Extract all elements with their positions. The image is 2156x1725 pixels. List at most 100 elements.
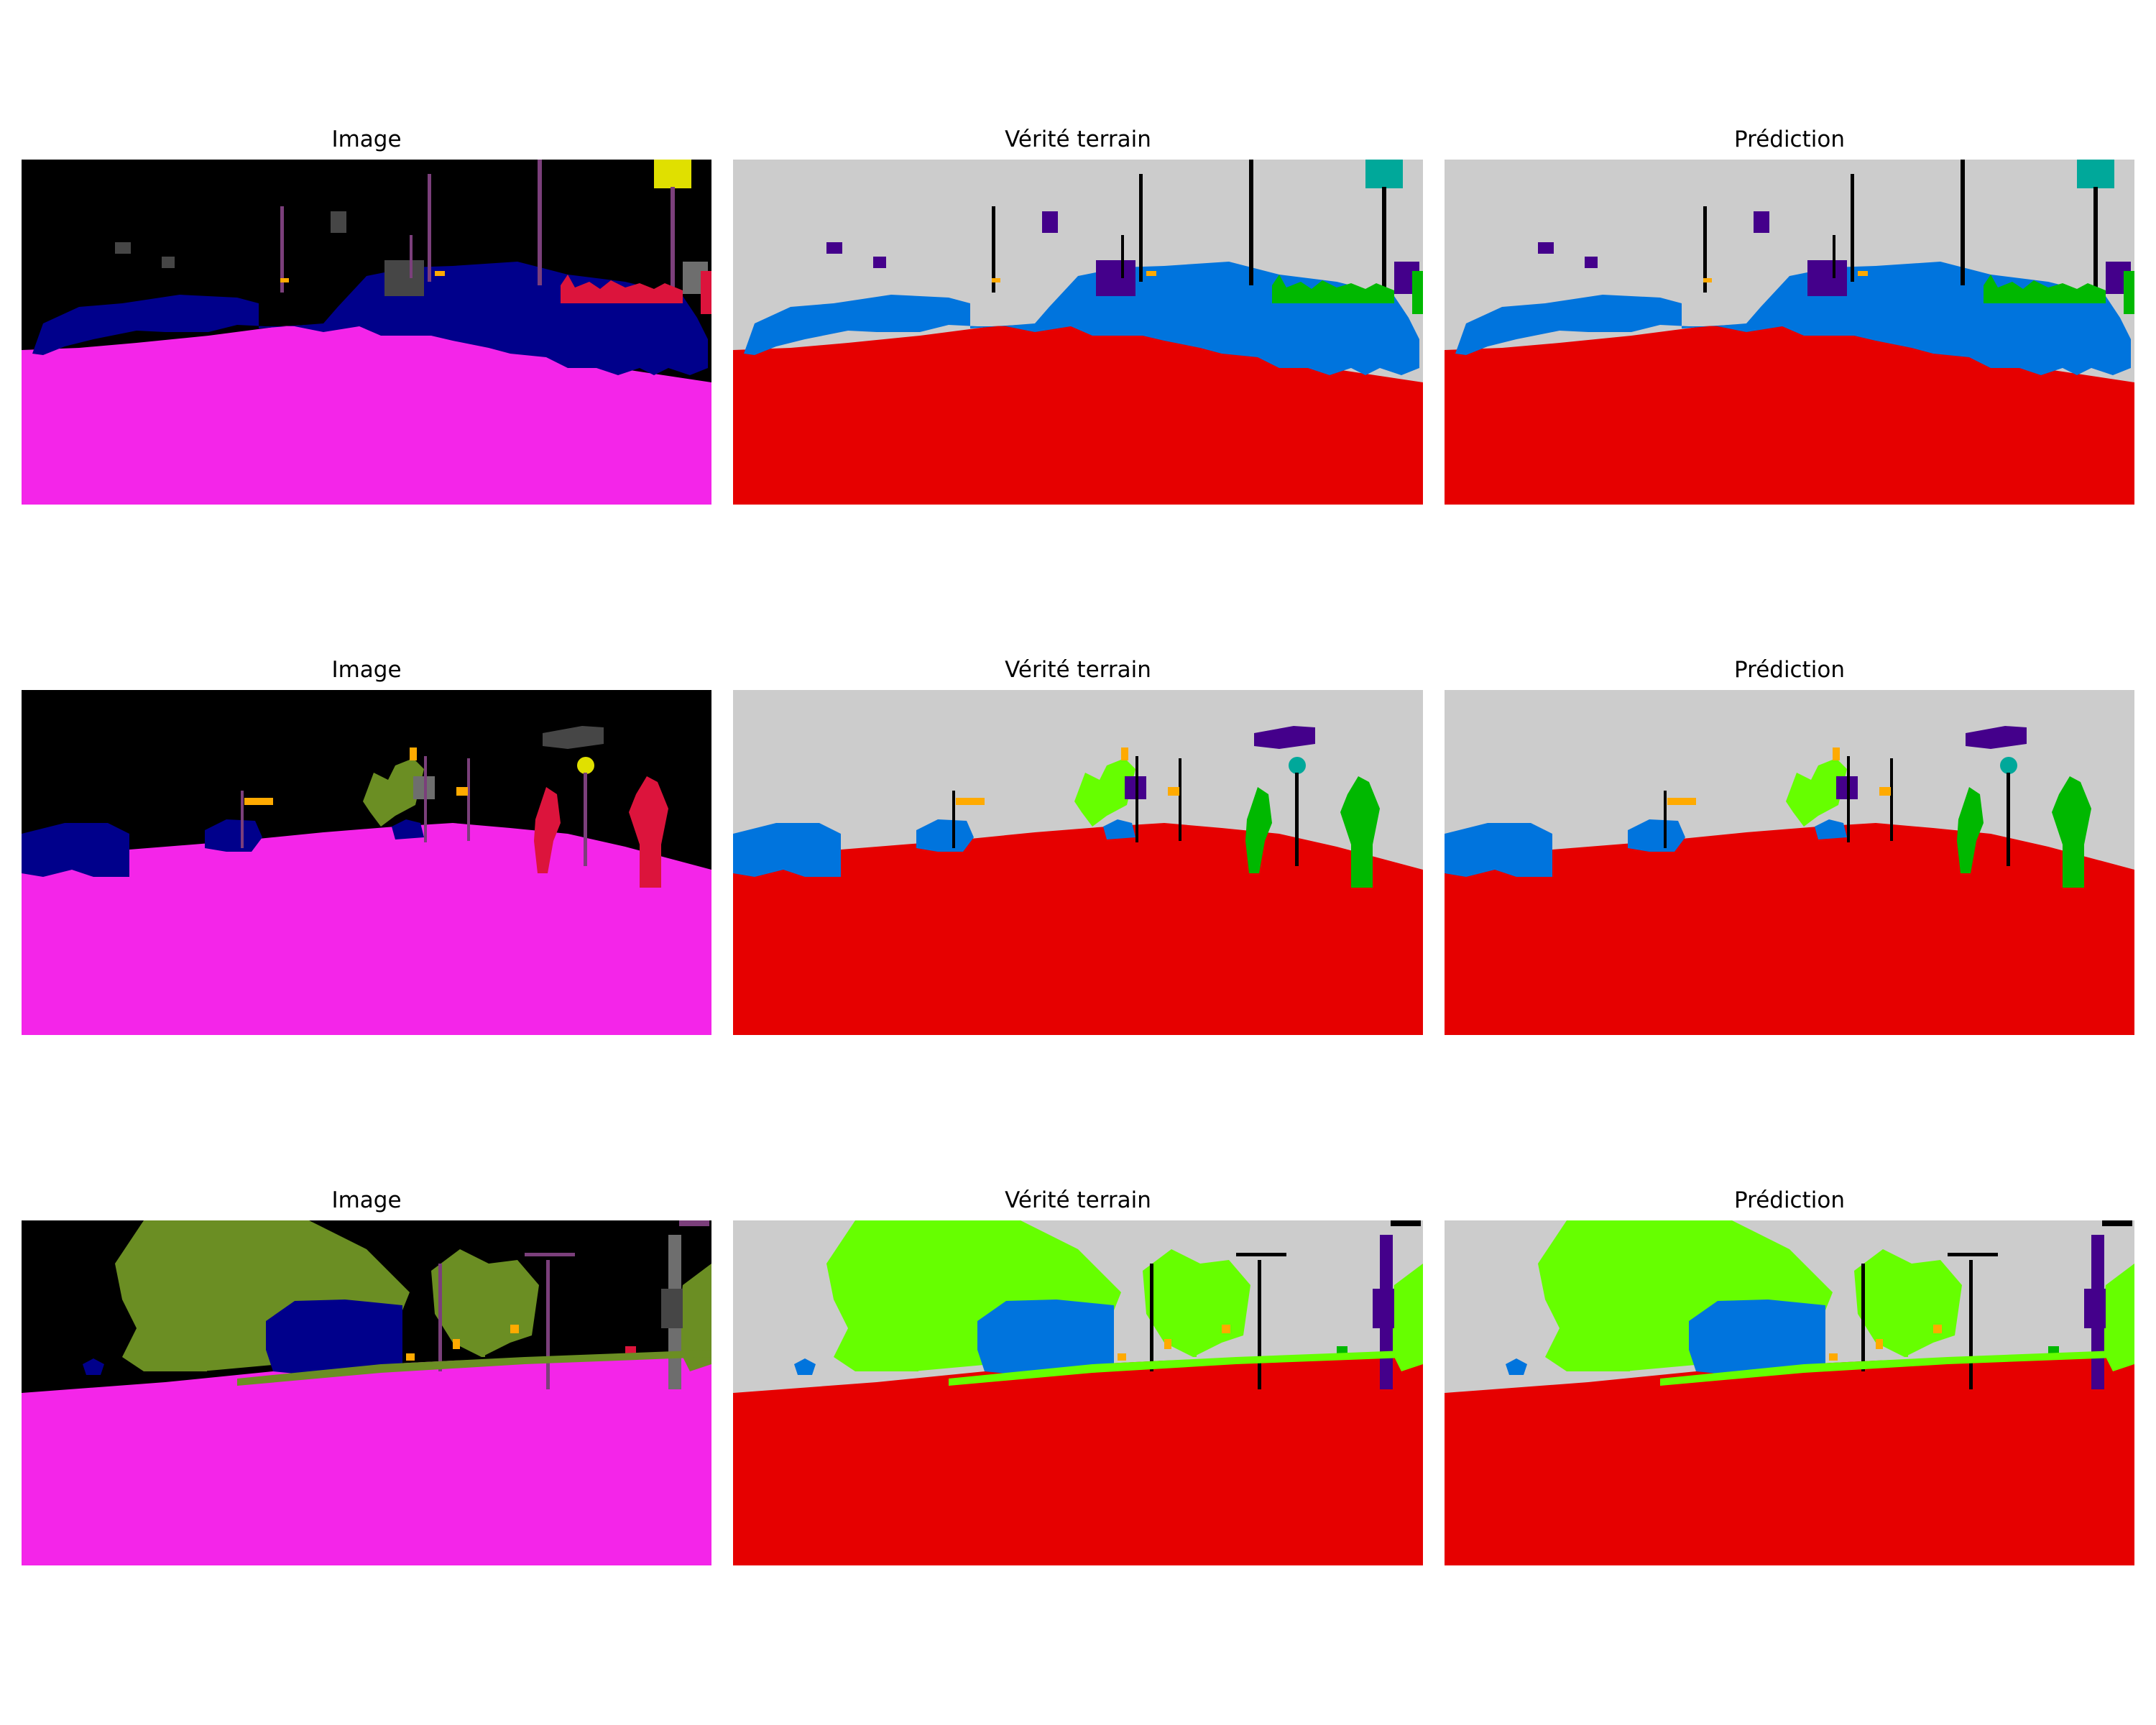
segment-building: [1373, 1289, 1394, 1328]
segment-car: [1445, 823, 1552, 877]
segment-person: [2052, 776, 2091, 888]
segment-person: [2048, 1346, 2059, 1355]
segment-light: [406, 1353, 415, 1361]
segment-pole: [1236, 1253, 1286, 1256]
segment-person: [1340, 776, 1380, 888]
segment-person: [2124, 271, 2134, 314]
segment-pole: [2102, 1220, 2132, 1226]
segment-car: [32, 262, 708, 375]
segment-light: [1667, 798, 1696, 805]
segment-pole: [424, 756, 427, 842]
segment-car: [744, 262, 1419, 375]
panel-title-r3-image: Image: [331, 1187, 402, 1213]
segment-pole: [1851, 174, 1854, 282]
segment-pole: [1179, 758, 1181, 841]
segment-tree: [949, 1350, 1423, 1386]
segment-pole: [538, 160, 542, 285]
segment-road: [733, 823, 1423, 1035]
segment-building: [1538, 242, 1554, 254]
segment-tree: [676, 1264, 711, 1371]
segment-sign: [1365, 160, 1403, 188]
panel-r3-prediction: [1445, 1220, 2134, 1565]
segment-building: [543, 726, 604, 749]
segment-pole: [1833, 235, 1835, 278]
segment-light: [1833, 748, 1840, 760]
segment-car: [1103, 819, 1135, 840]
segment-light: [1121, 748, 1128, 760]
segment-tree: [201, 1292, 207, 1371]
segment-road: [22, 1353, 711, 1565]
segment-tree: [2099, 1264, 2134, 1371]
segment-person: [629, 776, 668, 888]
segment-sign: [577, 757, 594, 774]
segment-building: [1754, 211, 1769, 233]
segment-pole: [1150, 1264, 1153, 1371]
segment-light: [453, 1339, 460, 1349]
panel-r2-prediction: [1445, 690, 2134, 1035]
segment-pole: [1391, 1220, 1421, 1226]
panel-r3-image: [22, 1220, 711, 1565]
segment-car: [733, 823, 841, 877]
segment-light: [280, 278, 289, 282]
segment-pole: [1139, 174, 1143, 282]
segment-person: [561, 275, 683, 303]
segment-sign: [2077, 160, 2114, 188]
segment-building: [331, 211, 346, 233]
segment-building: [1585, 257, 1598, 268]
segment-pole: [241, 791, 244, 848]
segment-building: [162, 257, 175, 268]
segment-building: [384, 260, 424, 296]
segment-person: [1412, 271, 1423, 314]
segment-building: [1807, 260, 1847, 296]
segment-tree: [1660, 1350, 2134, 1386]
segment-building: [661, 1289, 683, 1328]
segment-sign: [1289, 757, 1306, 774]
segment-light: [1933, 1325, 1942, 1333]
segment-person: [625, 1346, 636, 1355]
segment-pole: [1948, 1253, 1998, 1256]
panel-title-r1-prediction: Prédiction: [1733, 126, 1845, 152]
segment-light: [456, 787, 468, 796]
segment-tree: [482, 1314, 485, 1357]
segment-pole: [1847, 756, 1850, 842]
segment-tree: [237, 1350, 711, 1386]
segment-pole: [1121, 235, 1124, 278]
segment-light: [244, 798, 273, 805]
segment-tree: [1193, 1314, 1197, 1357]
segment-building: [1096, 260, 1135, 296]
segment-light: [1164, 1339, 1171, 1349]
segment-pole: [410, 235, 413, 278]
panel-r1-image: [22, 160, 711, 505]
panel-title-r3-prediction: Prédiction: [1733, 1187, 1845, 1213]
segment-sign: [654, 160, 691, 188]
segment-pole: [1382, 187, 1386, 303]
segment-car: [83, 1358, 104, 1375]
segment-light: [992, 278, 1000, 282]
segment-light: [1146, 271, 1156, 276]
segment-pole: [428, 174, 431, 282]
segment-person: [1337, 1346, 1348, 1355]
segment-road: [1445, 323, 2134, 505]
segment-car: [1689, 1300, 1825, 1375]
segment-pole: [467, 758, 470, 841]
segment-car: [794, 1358, 816, 1375]
segment-light: [1858, 271, 1868, 276]
segment-light: [1222, 1325, 1230, 1333]
panel-title-r2-image: Image: [331, 657, 402, 683]
segment-person: [1957, 787, 1984, 873]
segment-pole: [1861, 1264, 1865, 1371]
segment-building: [115, 242, 131, 254]
panel-title-r1-groundtruth: Vérité terrain: [1005, 126, 1151, 152]
segment-pole: [1295, 773, 1299, 866]
segment-road: [733, 323, 1423, 505]
segment-pole: [1135, 756, 1138, 842]
segment-road: [1445, 1353, 2134, 1565]
panel-title-r2-prediction: Prédiction: [1733, 657, 1845, 683]
segment-light: [1168, 787, 1179, 796]
segment-tree: [363, 758, 424, 827]
segment-light: [435, 271, 445, 276]
segment-pole: [280, 206, 284, 293]
segment-building: [1254, 726, 1315, 749]
segment-building: [826, 242, 842, 254]
segment-pole: [584, 773, 587, 866]
